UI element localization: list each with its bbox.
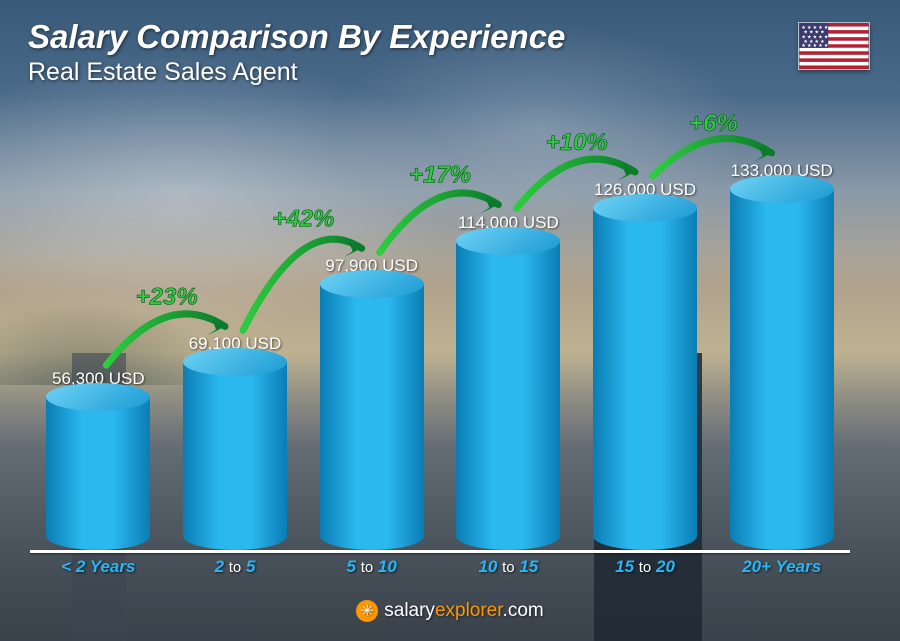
bar	[183, 362, 287, 550]
bar	[730, 189, 834, 550]
x-axis-labels: < 2 Years2 to 55 to 1010 to 1515 to 2020…	[30, 557, 850, 581]
bar-body	[183, 362, 287, 550]
x-axis-label: 20+ Years	[713, 557, 850, 581]
bar-column: 97,900 USD	[303, 256, 440, 550]
salary-bar-chart: 56,300 USD69,100 USD97,900 USD114,000 US…	[30, 101, 850, 581]
bar-body	[46, 397, 150, 550]
x-axis-label: 15 to 20	[577, 557, 714, 581]
bar-top	[593, 194, 697, 222]
bar-body	[456, 241, 560, 550]
bar-column: 133,000 USD	[713, 161, 850, 550]
bar-body	[320, 284, 424, 550]
brand-logo: salaryexplorer.com	[356, 600, 543, 622]
header: Salary Comparison By Experience Real Est…	[28, 18, 872, 87]
bar-top	[456, 227, 560, 255]
chart-title: Salary Comparison By Experience	[28, 18, 872, 56]
chart-subtitle: Real Estate Sales Agent	[28, 58, 872, 87]
bar-column: 126,000 USD	[577, 180, 714, 550]
x-axis-label: 10 to 15	[440, 557, 577, 581]
bars-container: 56,300 USD69,100 USD97,900 USD114,000 US…	[30, 110, 850, 550]
bar-body	[593, 208, 697, 550]
footer: salaryexplorer.com	[0, 600, 900, 627]
us-flag-icon: ★ ★ ★ ★ ★★ ★ ★ ★ ★ ★ ★ ★ ★★ ★ ★ ★ ★ ★ ★ …	[798, 22, 870, 70]
bar	[456, 241, 560, 550]
svg-text:★ ★ ★ ★ ★: ★ ★ ★ ★ ★	[801, 43, 828, 49]
bar	[320, 284, 424, 550]
bar	[46, 397, 150, 550]
bar-column: 56,300 USD	[30, 369, 167, 550]
chart-baseline	[30, 550, 850, 553]
x-axis-label: 2 to 5	[167, 557, 304, 581]
bar-top	[730, 175, 834, 203]
brand-part2: explorer	[435, 600, 503, 621]
x-axis-label: < 2 Years	[30, 557, 167, 581]
bar-column: 114,000 USD	[440, 213, 577, 550]
bar-body	[730, 189, 834, 550]
brand-part1: salary	[384, 600, 435, 621]
bar-top	[320, 270, 424, 298]
x-axis-label: 5 to 10	[303, 557, 440, 581]
bar	[593, 208, 697, 550]
brand-suffix: .com	[503, 600, 544, 621]
bar-column: 69,100 USD	[167, 334, 304, 550]
compass-icon	[356, 600, 378, 622]
